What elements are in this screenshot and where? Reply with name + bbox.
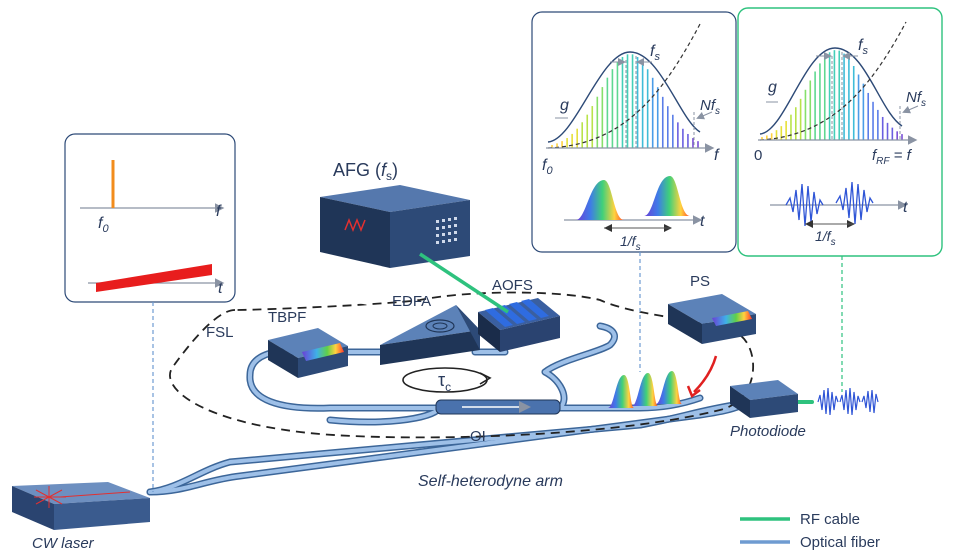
optical-pulses bbox=[608, 371, 682, 408]
opt-t-axis: t bbox=[700, 213, 705, 230]
rf-period: 1/fs bbox=[815, 228, 836, 248]
cw-t-axis: t bbox=[218, 280, 223, 297]
comb-lines-optical bbox=[551, 54, 699, 148]
afg-box bbox=[320, 185, 470, 306]
rf-nfs: Nfs bbox=[906, 89, 926, 109]
rf-beat-pulses bbox=[817, 387, 879, 416]
tau-label: τc bbox=[438, 370, 451, 394]
edfa-label: EDFA bbox=[392, 293, 431, 310]
opt-nfs: Nfs bbox=[700, 97, 720, 117]
fsl-boundary bbox=[169, 291, 754, 439]
rf-zero: 0 bbox=[754, 147, 762, 164]
afg-label: AFG (fs) bbox=[333, 160, 398, 183]
cw-f0: f0 bbox=[98, 215, 109, 235]
legend-rf-label: RF cable bbox=[800, 511, 860, 528]
oi-label: OI bbox=[470, 428, 486, 445]
tbpf-box bbox=[268, 328, 348, 378]
aofs-label: AOFS bbox=[492, 277, 533, 294]
photodiode-label: Photodiode bbox=[730, 423, 806, 440]
tbpf-label: TBPF bbox=[268, 309, 306, 326]
roundtrip-arrow bbox=[402, 367, 492, 393]
rf-spectrum-panel bbox=[737, 7, 943, 257]
opt-fs: fs bbox=[650, 43, 660, 63]
rf-frf: fRF = f bbox=[872, 147, 913, 167]
cw-spectrum-panel bbox=[64, 133, 236, 303]
oi-isolator bbox=[435, 399, 561, 415]
legend-fiber-label: Optical fiber bbox=[800, 534, 880, 551]
comb-lines-rf bbox=[761, 50, 903, 140]
opt-period: 1/fs bbox=[620, 233, 641, 253]
fsl-label: FSL bbox=[206, 324, 234, 341]
ps-box bbox=[668, 294, 756, 344]
opt-f-axis: f bbox=[714, 147, 720, 164]
rf-fs: fs bbox=[858, 37, 868, 57]
cw-laser-label: CW laser bbox=[32, 535, 95, 552]
rf-cable-afg-aofs bbox=[419, 252, 509, 314]
legend: RF cable Optical fiber bbox=[740, 511, 880, 551]
edfa-box bbox=[380, 305, 480, 365]
aofs-box bbox=[478, 298, 560, 352]
opt-f0: f0 bbox=[542, 157, 553, 177]
photodiode-box bbox=[730, 306, 798, 418]
cw-laser-box bbox=[12, 482, 150, 530]
self-heterodyne-label: Self-heterodyne arm bbox=[418, 473, 563, 490]
opt-g: g bbox=[560, 97, 569, 114]
rf-g: g bbox=[768, 79, 777, 96]
optical-spectrum-panel bbox=[531, 11, 737, 253]
ps-label: PS bbox=[690, 273, 710, 290]
cw-f-axis: f bbox=[216, 203, 222, 220]
ps-arrow bbox=[693, 355, 718, 393]
rf-t-axis: t bbox=[903, 199, 908, 216]
